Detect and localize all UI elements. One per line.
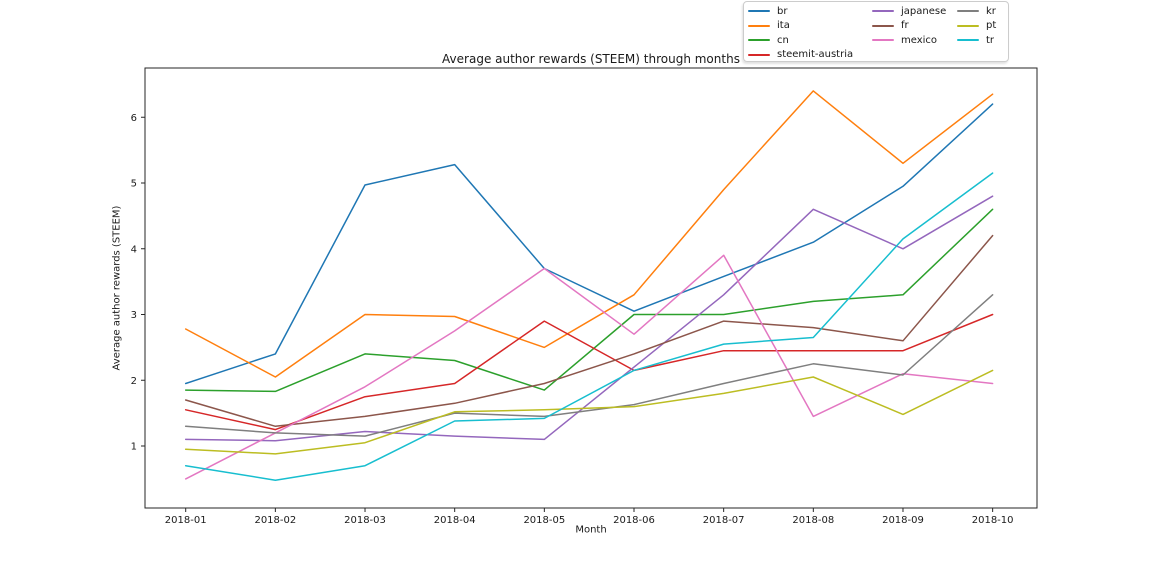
chart-title: Average author rewards (STEEM) through m… <box>442 52 740 66</box>
y-tick-label: 4 <box>131 244 137 255</box>
series-line-tr <box>184 172 994 481</box>
x-tick-label: 2018-09 <box>882 515 924 526</box>
legend-label-steemit-austria: steemit-austria <box>777 49 854 61</box>
x-tick-label: 2018-02 <box>254 515 296 526</box>
plot-border <box>144 67 1038 509</box>
legend-item-fr: fr <box>872 20 909 31</box>
series-line-fr <box>184 234 994 428</box>
x-tick-label: 2018-04 <box>434 515 476 526</box>
legend-item-tr: tr <box>957 35 994 46</box>
legend-item-kr: kr <box>957 6 996 17</box>
legend-label-ita: ita <box>777 20 790 32</box>
legend-label-japanese: japanese <box>901 5 947 17</box>
y-tick-label: 5 <box>131 179 137 190</box>
legend-label-mexico: mexico <box>901 34 938 46</box>
legend-label-tr: tr <box>986 34 995 46</box>
series-line-mexico <box>184 254 994 480</box>
legend-swatch-ita <box>748 24 770 27</box>
y-tick-label: 1 <box>131 442 137 453</box>
legend-swatch-japanese <box>872 10 894 12</box>
series-line-br <box>184 103 994 385</box>
legend-swatch-fr <box>872 24 894 27</box>
legend-swatch-tr <box>957 39 979 42</box>
legend-label-kr: kr <box>986 5 996 17</box>
legend-swatch-pt <box>957 24 979 27</box>
y-tick-label: 2 <box>131 376 137 387</box>
legend-label-pt: pt <box>986 20 997 32</box>
legend-swatch-kr <box>957 10 979 12</box>
legend-label-fr: fr <box>901 20 909 32</box>
x-tick-label: 2018-03 <box>344 515 386 526</box>
legend-swatch-cn <box>748 39 770 42</box>
legend-item-steemit-austria: steemit-austria <box>748 49 853 60</box>
series-line-kr <box>184 294 994 437</box>
x-tick-label: 2018-10 <box>972 515 1014 526</box>
series-line-pt <box>184 369 994 455</box>
series-line-steemit-austria <box>184 313 994 431</box>
legend: br ita cn steemit-austria japanese fr mexico kr… <box>743 1 1009 62</box>
legend-swatch-steemit-austria <box>748 53 770 56</box>
legend-item-mexico: mexico <box>872 35 937 46</box>
series-line-ita <box>184 90 994 378</box>
legend-item-br: br <box>748 6 787 17</box>
y-tick-label: 6 <box>131 113 137 124</box>
y-axis-label: Average author rewards (STEEM) <box>111 205 123 371</box>
x-tick-label: 2018-01 <box>165 515 207 526</box>
legend-item-ita: ita <box>748 20 790 31</box>
x-tick-label: 2018-05 <box>523 515 565 526</box>
x-tick-label: 2018-08 <box>792 515 834 526</box>
series-line-cn <box>184 208 994 393</box>
legend-swatch-br <box>748 10 770 12</box>
y-tick-label: 3 <box>131 310 137 321</box>
x-tick-label: 2018-06 <box>613 515 655 526</box>
series-line-japanese <box>184 195 994 442</box>
x-tick-label: 2018-07 <box>703 515 745 526</box>
legend-item-pt: pt <box>957 20 996 31</box>
legend-item-cn: cn <box>748 35 789 46</box>
legend-item-japanese: japanese <box>872 6 946 17</box>
legend-label-br: br <box>777 5 788 17</box>
x-axis-label: Month <box>575 524 607 536</box>
legend-swatch-mexico <box>872 39 894 42</box>
legend-label-cn: cn <box>777 34 789 46</box>
